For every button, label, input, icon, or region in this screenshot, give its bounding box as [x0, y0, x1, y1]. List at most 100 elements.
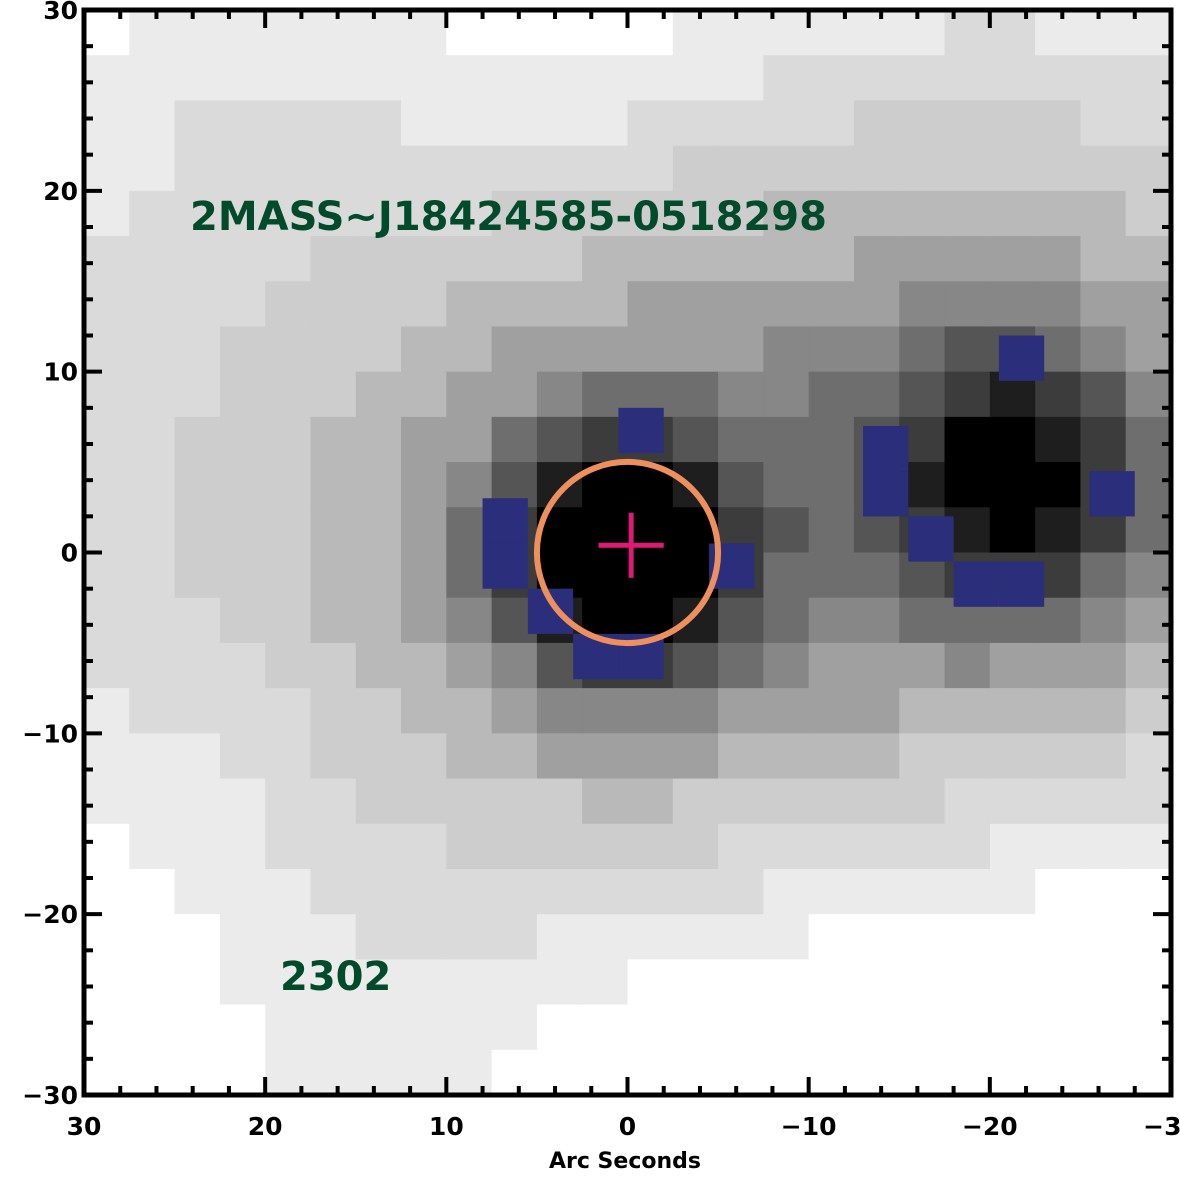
image-pixel: [582, 688, 629, 735]
image-pixel: [582, 326, 629, 373]
image-pixel: [627, 959, 674, 1006]
image-pixel: [899, 100, 946, 147]
image-pixel: [536, 371, 584, 418]
image-pixel: [401, 507, 448, 554]
image-pixel: [1125, 190, 1171, 237]
image-pixel: [718, 959, 765, 1006]
image-pixel: [627, 281, 674, 328]
image-pixel: [355, 190, 402, 237]
image-pixel: [174, 597, 221, 644]
x-tick-label: 30: [67, 1112, 102, 1141]
image-pixel: [401, 326, 448, 373]
image-pixel: [808, 462, 855, 509]
image-pixel: [808, 914, 855, 961]
image-pixel: [174, 236, 221, 283]
image-pixel: [808, 868, 855, 916]
image-pixel: [763, 1049, 810, 1095]
image-pixel: [853, 1004, 901, 1051]
image-pixel: [129, 236, 176, 283]
aperture-circle: [533, 458, 722, 647]
image-pixel: [401, 597, 448, 644]
image-pixel: [808, 1049, 855, 1095]
image-pixel: [672, 778, 719, 825]
image-pixel: [989, 462, 1036, 509]
image-pixel: [989, 642, 1036, 690]
image-pixel: [1080, 778, 1127, 825]
image-pixel: [174, 281, 221, 328]
image-pixel: [1125, 778, 1171, 825]
image-pixel: [672, 371, 719, 418]
image-pixel: [944, 416, 991, 463]
image-pixel: [853, 145, 901, 192]
image-pixel: [718, 868, 765, 916]
image-pixel: [536, 10, 584, 57]
image-pixel: [582, 145, 629, 192]
image-pixel: [491, 642, 538, 690]
image-pixel: [84, 959, 131, 1006]
x-axis-title: Arc Seconds: [549, 1149, 701, 1174]
image-pixel: [401, 371, 448, 418]
image-pixel: [174, 10, 221, 57]
image-pixel: [129, 55, 176, 102]
image-pixel: [718, 914, 765, 961]
image-pixel: [401, 823, 448, 870]
image-pixel: [401, 552, 448, 599]
image-pixel: [174, 959, 221, 1006]
image-pixel: [718, 326, 765, 373]
image-pixel: [129, 371, 176, 418]
image-pixel: [808, 416, 855, 463]
image-pixel: [672, 281, 719, 328]
image-pixel: [1125, 371, 1171, 418]
image-pixel: [129, 10, 176, 57]
image-pixel: [491, 959, 538, 1006]
image-pixel: [853, 281, 901, 328]
image-pixel: [672, 462, 719, 509]
image-pixel: [355, 416, 402, 463]
image-pixel: [536, 823, 584, 870]
image-pixel: [672, 55, 719, 102]
image-pixel: [1080, 10, 1127, 57]
image-pixel: [310, 416, 357, 463]
image-pixel: [265, 642, 312, 690]
image-pixel: [310, 642, 357, 690]
image-pixel: [491, 100, 538, 147]
image-pixel: [672, 733, 719, 780]
image-pixel: [355, 778, 402, 825]
image-pixel: [718, 281, 765, 328]
image-pixel: [1125, 597, 1171, 644]
image-pixel: [446, 55, 493, 102]
image-pixel: [899, 959, 946, 1006]
image-pixel: [718, 371, 765, 418]
image-pixel: [808, 507, 855, 554]
image-pixel: [129, 326, 176, 373]
image-pixel: [1035, 462, 1082, 509]
image-pixel: [808, 326, 855, 373]
image-pixel: [536, 868, 584, 916]
image-pixel: [491, 1004, 538, 1051]
image-pixel: [672, 959, 719, 1006]
x-tick-label: −10: [781, 1112, 837, 1141]
image-pixel: [174, 914, 221, 961]
image-pixel: [265, 371, 312, 418]
image-pixel: [627, 1049, 674, 1095]
image-pixel: [944, 371, 991, 418]
image-pixel: [536, 100, 584, 147]
image-pixel: [1080, 281, 1127, 328]
image-pixel: [219, 552, 266, 599]
image-pixel: [491, 688, 538, 735]
image-pixel: [536, 416, 584, 463]
image-pixel: [84, 416, 131, 463]
image-pixel: [129, 642, 176, 690]
image-pixel: [84, 1004, 131, 1051]
image-pixel: [174, 462, 221, 509]
image-pixel: [1080, 100, 1127, 147]
image-pixel: [989, 1049, 1036, 1095]
image-pixel: [129, 597, 176, 644]
image-pixel: [310, 552, 357, 599]
image-pixel: [989, 688, 1036, 735]
image-pixel: [763, 145, 810, 192]
image-pixel: [989, 1004, 1036, 1051]
image-pixel: [536, 281, 584, 328]
source-name-label: 2MASS~J18424585-0518298: [190, 194, 827, 240]
